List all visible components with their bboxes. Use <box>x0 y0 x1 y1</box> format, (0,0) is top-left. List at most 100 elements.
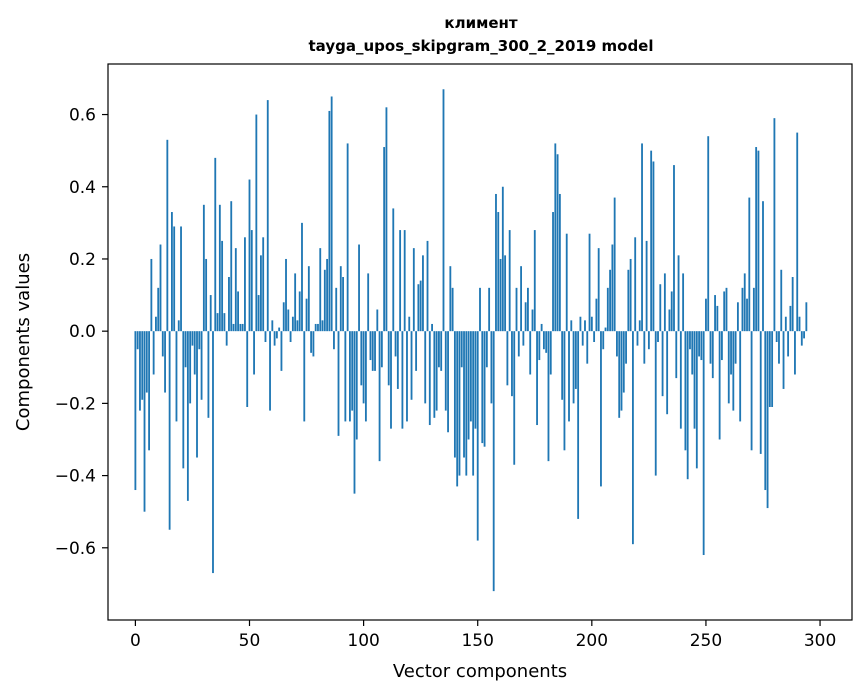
bar <box>618 331 621 418</box>
bar <box>239 323 242 332</box>
bar <box>198 331 201 350</box>
bar <box>540 323 543 332</box>
bar <box>396 331 399 389</box>
x-tick-label: 50 <box>239 631 261 651</box>
bar <box>768 331 771 407</box>
bar <box>310 331 313 353</box>
bar <box>606 287 609 332</box>
bar <box>572 331 575 404</box>
bar <box>408 316 411 332</box>
bar <box>301 222 303 332</box>
bar <box>428 331 431 426</box>
bar <box>588 233 591 332</box>
bar <box>517 331 520 357</box>
y-axis-label: Components values <box>13 253 34 431</box>
bar <box>515 287 518 332</box>
bar <box>216 313 219 332</box>
bar <box>490 331 493 404</box>
bar <box>677 255 680 332</box>
bar <box>250 230 253 332</box>
bar <box>625 331 627 364</box>
bar <box>323 269 326 332</box>
bar <box>168 331 171 530</box>
bar <box>616 331 618 357</box>
bar <box>248 179 251 332</box>
bar <box>764 331 767 491</box>
bar <box>670 291 673 332</box>
bar <box>143 331 146 512</box>
bar <box>262 237 265 332</box>
bar <box>371 331 374 371</box>
bar <box>280 331 283 371</box>
bar <box>497 212 500 332</box>
y-tick-label: −0.2 <box>55 394 96 414</box>
bar <box>346 143 349 332</box>
bar <box>353 331 356 494</box>
bar <box>542 331 545 350</box>
bar <box>312 331 315 357</box>
bar <box>385 107 388 332</box>
bar <box>333 331 335 350</box>
bar <box>711 331 714 379</box>
bar <box>558 193 561 332</box>
bar <box>780 269 783 332</box>
bar <box>739 331 742 422</box>
bar <box>344 331 347 422</box>
bar <box>285 258 287 332</box>
bar <box>335 287 338 332</box>
bar <box>579 316 582 332</box>
bar <box>200 331 203 400</box>
bar <box>791 277 794 332</box>
bar <box>380 331 383 368</box>
bar <box>641 143 643 332</box>
bar <box>449 266 452 332</box>
bar <box>399 230 402 332</box>
bar <box>155 316 157 332</box>
bar <box>447 331 449 433</box>
bar <box>387 331 390 386</box>
bar <box>784 316 787 332</box>
bar <box>707 136 710 332</box>
bar <box>556 154 559 332</box>
x-tick-label: 250 <box>690 631 722 651</box>
bar <box>435 331 438 411</box>
x-tick-label: 300 <box>804 631 836 651</box>
bar <box>362 331 365 404</box>
bar <box>415 331 418 371</box>
x-tick-label: 200 <box>576 631 608 651</box>
bar <box>492 331 495 592</box>
bar <box>568 331 570 422</box>
bar <box>522 331 525 346</box>
bar <box>173 226 176 332</box>
bar <box>321 320 324 332</box>
bar <box>488 287 491 332</box>
bar <box>755 147 758 332</box>
y-tick-label: −0.4 <box>55 467 96 487</box>
bar <box>253 331 255 375</box>
bar <box>581 331 584 346</box>
bar <box>214 157 217 332</box>
bar <box>438 331 440 368</box>
bar <box>734 331 737 364</box>
bar <box>328 110 331 332</box>
bar <box>339 266 342 332</box>
x-tick-label: 0 <box>130 631 141 651</box>
bar <box>424 331 427 404</box>
bar <box>150 258 153 332</box>
bar <box>552 212 554 332</box>
bar <box>563 331 566 451</box>
bar <box>440 331 443 371</box>
bar <box>513 331 516 465</box>
bar <box>378 331 381 462</box>
x-tick-label: 100 <box>347 631 379 651</box>
bar <box>221 240 224 332</box>
bar <box>193 331 196 375</box>
bar <box>230 201 233 332</box>
bar <box>652 161 655 332</box>
bar <box>431 323 433 332</box>
bar <box>741 287 744 332</box>
bar <box>586 331 589 364</box>
bar <box>750 331 753 451</box>
bar <box>159 244 162 332</box>
